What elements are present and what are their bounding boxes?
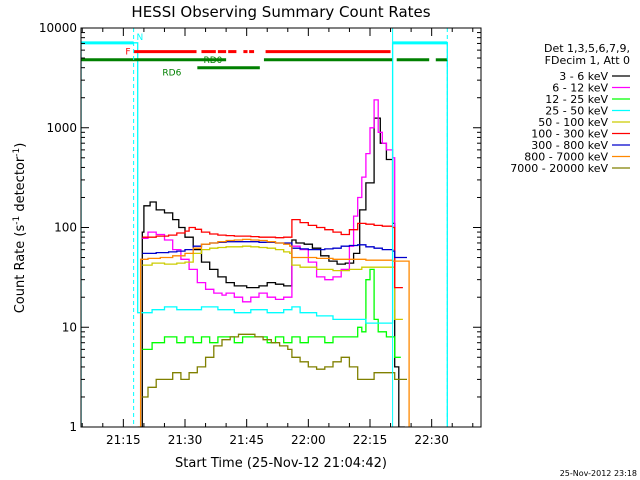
legend-label-4: 50 - 100 keV (538, 116, 608, 129)
legend-label-3: 25 - 50 keV (545, 105, 608, 118)
legend-label-7: 800 - 7000 keV (524, 151, 608, 164)
legend-label-1: 6 - 12 keV (552, 82, 608, 95)
state-bar-label-n: N (136, 33, 143, 43)
state-bars-group: NF RD0 RD6 (81, 33, 448, 79)
y-axis-label-sup2: -1 (12, 148, 22, 157)
y-tick-label-4: 10000 (39, 21, 77, 35)
x-axis-label: Start Time (25-Nov-12 21:04:42) (175, 456, 387, 471)
series-line-3 (81, 42, 448, 427)
y-tick-label-3: 1000 (46, 121, 77, 135)
y-axis-label-end: ) (13, 143, 28, 148)
legend-label-6: 300 - 800 keV (531, 139, 608, 152)
x-tick-label-3: 22:00 (291, 433, 326, 447)
x-tick-label-4: 22:15 (353, 433, 388, 447)
series-line-8 (142, 333, 407, 398)
series-line-5 (142, 218, 403, 289)
x-tick-label-5: 22:30 (414, 433, 449, 447)
y-axis-label-mid: detector (13, 156, 28, 216)
series-line-0 (140, 117, 405, 427)
series-group (81, 42, 448, 427)
timestamp: 25-Nov-2012 23:18 (560, 469, 637, 478)
x-tick-label-1: 21:30 (168, 433, 203, 447)
legend-label-8: 7000 - 20000 keV (510, 162, 608, 175)
y-tick-label-0: 1 (69, 420, 77, 434)
series-line-1 (142, 99, 396, 310)
series-line-2 (142, 268, 401, 358)
legend-label-5: 100 - 300 keV (531, 128, 608, 141)
state-bar-label-rd6: RD6 (162, 69, 181, 79)
legend: Det 1,3,5,6,7,9,FDecim 1, Att 0 3 - 6 keV… (510, 42, 630, 175)
chart-title: HESSI Observing Summary Count Rates (131, 3, 430, 21)
legend-header-0: Det 1,3,5,6,7,9, (544, 42, 630, 55)
state-bar-label-f: F (125, 48, 130, 58)
series-line-7 (137, 238, 410, 427)
series-line-4 (142, 245, 403, 321)
state-bar-label-rd0: RD0 (204, 56, 223, 66)
y-axis-label-main: Count Rate (s (13, 225, 28, 314)
legend-label-2: 12 - 25 keV (545, 93, 608, 106)
x-tick-label-2: 21:45 (229, 433, 264, 447)
x-tick-label-0: 21:15 (106, 433, 141, 447)
y-axis-label-sup1: -1 (12, 216, 22, 225)
legend-label-0: 3 - 6 keV (559, 70, 608, 83)
y-axis-label: Count Rate (s-1 detector-1) (12, 143, 28, 314)
y-tick-label-1: 10 (62, 320, 77, 334)
axes-group: 21:15 21:30 21:45 22:00 22:15 22:30 1 10 100 1000… (39, 21, 481, 447)
legend-header-1: FDecim 1, Att 0 (545, 54, 630, 67)
y-tick-label-2: 100 (54, 221, 77, 235)
